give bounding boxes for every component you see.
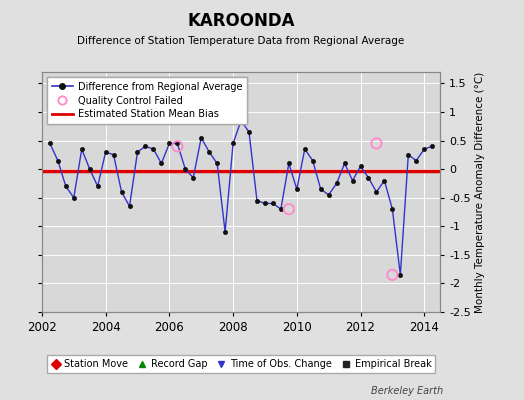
Legend: Station Move, Record Gap, Time of Obs. Change, Empirical Break: Station Move, Record Gap, Time of Obs. C… [47, 355, 435, 373]
Text: Difference of Station Temperature Data from Regional Average: Difference of Station Temperature Data f… [78, 36, 405, 46]
Point [388, 272, 397, 278]
Text: KAROONDA: KAROONDA [187, 12, 295, 30]
Point [285, 206, 293, 212]
Point [173, 143, 181, 150]
Point [372, 140, 380, 147]
Y-axis label: Monthly Temperature Anomaly Difference (°C): Monthly Temperature Anomaly Difference (… [475, 71, 485, 313]
Legend: Difference from Regional Average, Quality Control Failed, Estimated Station Mean: Difference from Regional Average, Qualit… [47, 77, 247, 124]
Text: Berkeley Earth: Berkeley Earth [370, 386, 443, 396]
